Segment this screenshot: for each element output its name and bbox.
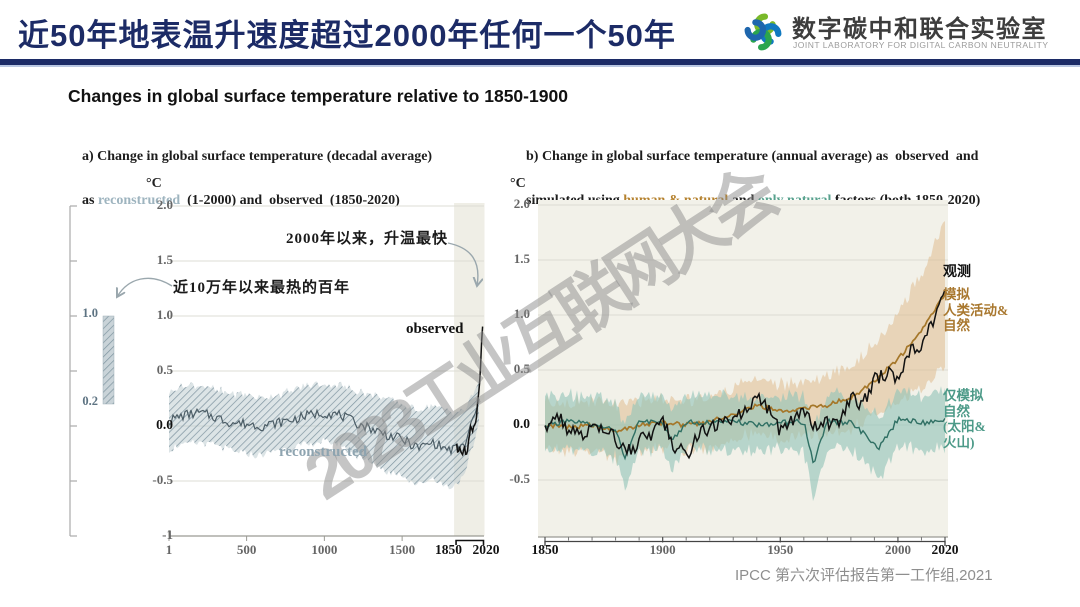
panel-a-observed-line: [455, 326, 484, 457]
panel-a-reconstructed-label: reconstructed: [279, 444, 368, 460]
panel-a-plot: [168, 203, 485, 545]
ytick-label: 0.0: [156, 417, 173, 432]
header-divider: [0, 59, 1080, 65]
panel-a-range-bracket: [455, 539, 485, 545]
panel-a-caption-line2: as reconstructed (1-2000) and observed (…: [82, 193, 400, 208]
reconstructed-line: [168, 398, 480, 457]
panel-a-caption: a) Change in global surface temperature …: [68, 124, 488, 234]
annotation-hottest-century: 近10万年以来最热的百年: [173, 280, 351, 296]
source-citation: IPCC 第六次评估报告第一工作组,2021: [735, 567, 993, 584]
xtick-label: 1000: [311, 542, 338, 557]
ytick-label: -0.5: [152, 472, 173, 487]
annotation-fastest-warming: 2000年以来，升温最快: [286, 231, 449, 247]
figure-title: Changes in global surface temperature re…: [68, 86, 568, 106]
panel-a-caption-line1: a) Change in global surface temperature …: [82, 149, 433, 164]
xtick-label: 1950: [767, 542, 794, 557]
side-scale-axis: [69, 205, 115, 537]
ytick-label: 0.5: [156, 362, 173, 377]
ytick-label: 0.0: [513, 416, 530, 431]
side-scale-bottom-label: 0.2: [82, 394, 98, 408]
ytick-label: 1.5: [156, 252, 173, 267]
panel-a-observed-label: observed: [406, 321, 464, 337]
page-title: 近50年地表温升速度超过2000年任何一个50年: [18, 18, 676, 53]
panel-b-unit-label: °C: [510, 176, 526, 191]
panel-a-unit-label: °C: [146, 176, 162, 191]
xtick-label: 1850: [435, 542, 463, 557]
reconstructed-uncertainty-band: [169, 379, 479, 490]
panel-b-natural-label: 仅模拟 自然 (太阳& 火山): [943, 388, 986, 450]
xtick-label: 500: [236, 542, 257, 557]
logo-name-cn: 数字碳中和联合实验室: [792, 16, 1047, 43]
ytick-label: -1: [162, 527, 173, 542]
xtick-label: 1500: [389, 542, 416, 557]
panel-b-simulated-label: 模拟 人类活动& 自然: [943, 287, 1009, 333]
xtick-label: 1900: [649, 542, 676, 557]
ytick-label: 0.5: [513, 361, 530, 376]
side-scale-top-label: 1.0: [82, 306, 98, 320]
panel-b-observed-label: 观测: [943, 265, 971, 280]
ytick-label: 2.0: [156, 197, 173, 212]
ytick-label: 1.0: [513, 306, 530, 321]
panel-b-caption-line1: b) Change in global surface temperature …: [526, 149, 979, 164]
xtick-label: 1850: [531, 542, 559, 557]
logo-name-en: JOINT LABORATORY FOR DIGITAL CARBON NEUT…: [793, 40, 1049, 50]
side-scale-bar: [102, 315, 115, 405]
panel-b-observed-line: [544, 289, 946, 460]
panel-b-plot: [538, 200, 948, 546]
ytick-label: 1.5: [513, 251, 530, 266]
panel-b-range-bracket: [544, 540, 946, 546]
xtick-label: 2020: [931, 542, 959, 557]
header-divider-light: [0, 65, 1080, 67]
arrow-fastest-warming: [447, 242, 478, 286]
xtick-label: 2000: [884, 542, 911, 557]
carbon-neutrality-logo-icon: [744, 13, 782, 51]
arrow-hottest-century: [117, 277, 173, 297]
ytick-label: 1.0: [156, 307, 173, 322]
ytick-label: 2.0: [513, 196, 530, 211]
annotation-arrows: [117, 242, 478, 297]
xtick-label: 1: [165, 542, 173, 557]
caption-reconstructed-word: reconstructed: [97, 193, 181, 208]
ytick-label: -0.5: [509, 471, 530, 486]
xtick-label: 2020: [472, 542, 500, 557]
